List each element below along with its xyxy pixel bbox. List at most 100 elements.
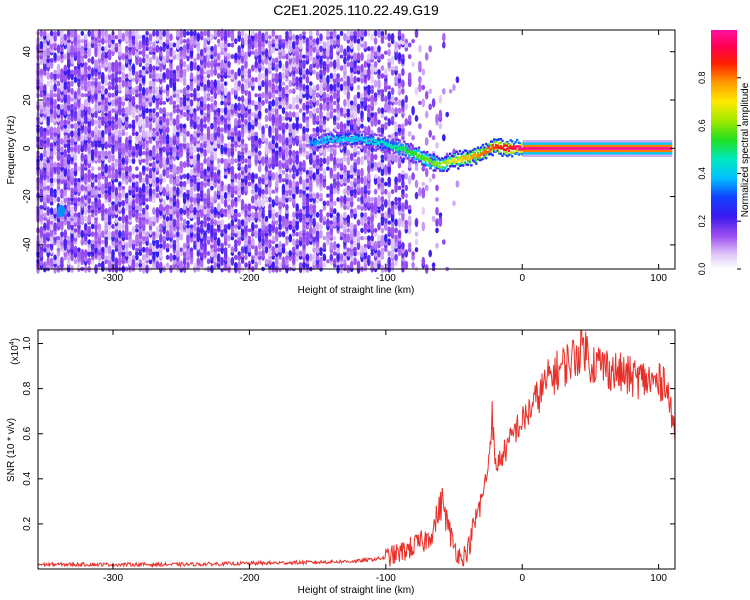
spectrogram-cell	[315, 192, 320, 199]
spectrogram-cell	[322, 41, 327, 49]
spectrogram-cell	[421, 221, 426, 232]
spectrogram-cell	[254, 229, 258, 239]
spectrogram-cell	[186, 233, 190, 244]
spectrogram-cell	[77, 144, 81, 155]
spectrogram-cell	[234, 173, 238, 180]
spectrogram-cell	[111, 201, 115, 206]
spectrogram-cell	[70, 219, 74, 226]
spectrogram-cell	[179, 76, 183, 83]
spectrogram-cell	[401, 53, 405, 60]
spectrogram-cell	[370, 152, 375, 162]
spectrogram-cell	[213, 68, 218, 76]
spectrogram-cell	[261, 125, 265, 135]
spectrogram-cell	[268, 223, 272, 230]
spectrogram-cell	[254, 32, 258, 42]
spectrogram-cell	[394, 176, 398, 184]
spectrogram-cell	[257, 176, 262, 184]
spectrogram-cell	[285, 60, 289, 69]
spectrogram-cell	[182, 242, 187, 249]
spectrogram-cell	[223, 198, 228, 208]
spectrogram-cell	[43, 127, 47, 132]
spectrogram-cell	[384, 164, 388, 174]
spectrogram-cell	[206, 29, 211, 38]
spectrogram-cell	[356, 219, 361, 226]
spectrogram-cell	[332, 235, 337, 241]
spectrogram-cell	[70, 87, 74, 95]
spectrogram-cell	[83, 98, 88, 108]
spectrogram-cell	[60, 188, 64, 195]
spectrogram-cell	[394, 196, 398, 203]
spectrogram-cell	[230, 165, 235, 172]
spectrogram-cell	[377, 79, 381, 89]
spectrogram-cell	[97, 129, 102, 139]
spectrogram-cell	[319, 229, 323, 239]
spectrogram-cell	[268, 90, 272, 100]
spectrogram-cell	[83, 34, 88, 41]
spectrogram-cell	[66, 80, 71, 87]
spectrogram-cell	[97, 180, 102, 188]
spectrogram-cell	[63, 138, 68, 145]
spectrogram-cell	[380, 195, 385, 204]
spectrogram-cell	[407, 72, 412, 80]
spectrogram-cell	[332, 100, 337, 106]
spectrogram-cell	[128, 177, 132, 183]
spectrogram-cell	[73, 162, 78, 168]
spectrogram-cell	[373, 196, 378, 203]
spectrogram-cell	[199, 117, 204, 127]
spectrogram-cell	[152, 108, 156, 114]
spectrogram-cell	[87, 169, 91, 176]
spectrogram-cell	[196, 143, 201, 148]
spectrogram-cell	[268, 157, 272, 165]
spectrogram-cell	[162, 100, 166, 105]
spectrogram-cell	[315, 92, 320, 99]
spectrogram-cell	[39, 187, 44, 197]
spectrogram-cell	[367, 67, 371, 77]
spectrogram-cell	[377, 45, 381, 53]
spectrogram-cell	[302, 142, 306, 148]
spectrogram-cell	[128, 165, 132, 172]
spectrogram-cell	[90, 67, 95, 77]
spectrogram-cell	[135, 114, 139, 122]
spectrogram-cell	[124, 79, 129, 88]
spectrogram-cell	[370, 75, 375, 84]
spectrogram-cell	[155, 192, 160, 199]
spectrogram-cell	[220, 219, 224, 227]
spectrogram-cell	[251, 76, 255, 83]
spectrogram-cell	[145, 197, 149, 202]
spectrogram-cell	[155, 56, 160, 65]
spectrogram-cell	[349, 260, 354, 270]
spectrogram-cell	[148, 167, 153, 178]
spectrogram-cell	[418, 60, 422, 68]
spectrogram-cell	[131, 145, 136, 153]
spectrogram-cell	[53, 99, 57, 107]
spectrogram-cell	[240, 198, 245, 208]
spectrogram-cell	[107, 109, 112, 120]
spectrogram-cell	[104, 189, 108, 194]
spectrogram-cell	[46, 257, 50, 266]
spectrogram-cell	[326, 156, 330, 166]
spectrogram-cell	[60, 118, 64, 127]
spectrogram-cell	[397, 30, 402, 37]
spectrogram-cell	[312, 95, 317, 103]
spectrogram-cell	[186, 92, 190, 98]
spectrogram-cell	[176, 166, 180, 172]
spectrogram-heatmap	[36, 28, 673, 274]
spectrogram-cell	[203, 133, 207, 142]
spectrogram-cell	[70, 56, 74, 65]
spectrogram-cell	[43, 48, 47, 58]
spectrogram-cell	[387, 238, 392, 246]
spectrogram-cell	[152, 161, 156, 169]
spectrogram-cell	[281, 122, 286, 130]
spectrogram-cell	[234, 52, 238, 61]
spectrogram-cell	[128, 196, 132, 203]
spectrogram-cell	[196, 212, 201, 218]
spectrogram-cell	[377, 119, 381, 125]
spectrogram-cell	[411, 39, 415, 44]
spectrogram-cell	[121, 206, 126, 216]
spectrogram-cell	[70, 103, 74, 111]
spectrogram-cell	[46, 177, 50, 183]
spectrogram-cell	[251, 119, 255, 126]
spectrogram-cell	[220, 208, 224, 215]
spectrogram-cell	[66, 200, 71, 207]
spectrogram-cell	[326, 74, 330, 85]
